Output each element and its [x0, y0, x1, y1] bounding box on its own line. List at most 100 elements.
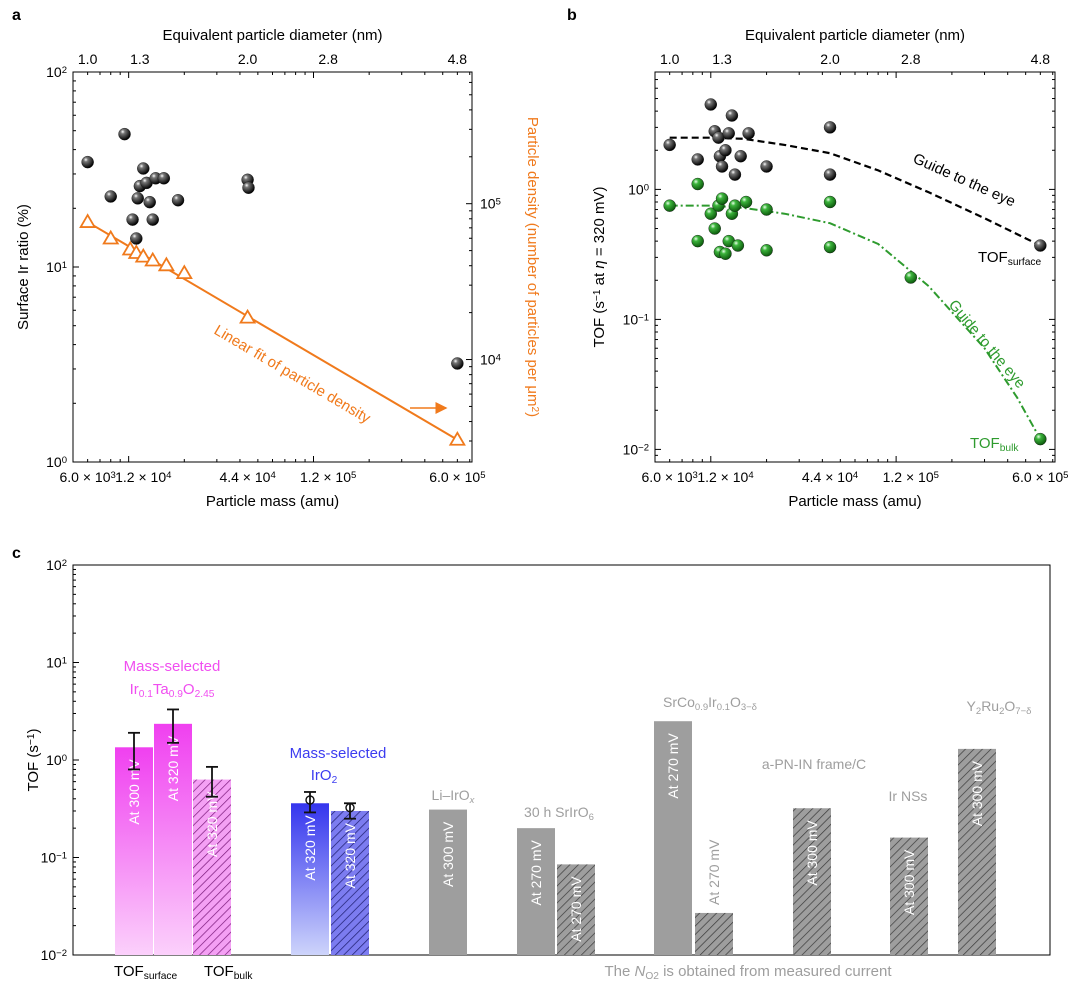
tof-bulk-point — [663, 199, 676, 212]
y-axis-label: TOF (s−1) — [25, 728, 42, 791]
ir-ratio-point — [157, 172, 171, 185]
tof-surface-point — [760, 160, 773, 173]
density-marker — [175, 264, 193, 280]
tof-surface-point — [691, 153, 704, 166]
tof-bulk-point — [739, 195, 753, 209]
bar — [291, 803, 329, 955]
tof-bulk-point — [715, 192, 729, 205]
bar — [557, 864, 595, 955]
tof-bulk-point — [691, 177, 704, 191]
bar — [695, 912, 733, 955]
x2-tick-label: 4.8 — [448, 51, 468, 67]
tof-bulk-point — [1034, 432, 1047, 446]
label-y2ru: Y2Ru2O7−δ — [967, 698, 1032, 717]
tof-bulk-label: TOFbulk — [970, 435, 1019, 454]
y-tick-label: 101 — [46, 655, 67, 671]
bar — [429, 809, 467, 955]
fit-label: Linear fit of particle density — [211, 322, 374, 427]
x-tick-label: 6.0 × 103 — [642, 469, 698, 485]
y-tick-label: 100 — [46, 454, 67, 470]
x2-tick-label: 1.0 — [78, 51, 98, 67]
tof-bulk-point — [904, 271, 917, 284]
bar-label: At 300 mV — [901, 849, 917, 915]
tof-surface-point — [719, 144, 732, 157]
ir-ratio-point — [126, 213, 139, 226]
ir-ratio-point — [171, 194, 185, 207]
guide-line-bulk — [669, 204, 1042, 440]
bar-label: At 270 mV — [528, 839, 544, 905]
bar-label: At 300 mV — [126, 759, 142, 825]
x2-axis-label: Equivalent particle diameter (nm) — [162, 27, 382, 44]
bar-label: At 270 mV — [706, 839, 722, 905]
plot-frame — [72, 71, 473, 463]
tof-bulk-point — [708, 222, 721, 235]
y2-tick-label: 104 — [480, 352, 502, 368]
guide-label-surface: Guide to the eye — [910, 150, 1017, 210]
label-note: The NO2 is obtained from measured curren… — [604, 963, 892, 982]
y-tick-label: 100 — [628, 181, 649, 197]
tof-surface-point — [663, 138, 676, 152]
x2-tick-label: 1.3 — [712, 51, 732, 67]
ir-ratio-point — [130, 232, 143, 245]
bar — [793, 808, 831, 955]
tof-surface-point — [704, 98, 717, 111]
panel-a-chart: 6.0 × 103 1.2 × 104 4.4 × 104 1.2 × 105 6.0 … — [15, 27, 541, 510]
bar — [958, 748, 996, 955]
x2-tick-label: 4.8 — [1031, 51, 1051, 67]
tof-surface-point — [722, 127, 735, 140]
tof-bulk-point — [719, 247, 732, 260]
bar — [154, 723, 192, 955]
tof-surface-label: TOFsurface — [978, 249, 1041, 268]
bar-label: At 320 mV — [342, 822, 358, 888]
y-tick-label: 10−1 — [41, 850, 67, 866]
bar-label: At 270 mV — [568, 876, 584, 942]
panel-c-chart: 10−2 10−1 100 101 102 TOF (s−1) At 300 mV At 32… — [25, 557, 1051, 982]
panel-label-b: b — [567, 7, 577, 24]
label-srco: SrCo0.9Ir0.1O3−δ — [663, 694, 757, 713]
label-srir: 30 h SrIrO6 — [524, 804, 594, 823]
bar-label: At 270 mV — [665, 733, 681, 799]
bar — [654, 721, 692, 955]
panel-label-a: a — [12, 7, 21, 24]
tof-surface-point — [1034, 239, 1047, 252]
error-marker — [345, 803, 355, 813]
tof-surface-point — [823, 168, 837, 181]
error-marker — [305, 795, 315, 805]
y-axis-label: TOF (s−1 at η = 320 mV) — [591, 187, 608, 348]
ir-ratio-point — [242, 181, 255, 194]
bar — [890, 837, 928, 955]
tof-bulk-point — [823, 195, 837, 209]
tof-surface-point — [742, 127, 755, 140]
density-marker — [144, 251, 162, 267]
x2-axis-label: Equivalent particle diameter (nm) — [745, 27, 965, 44]
panel-label-c: c — [12, 545, 21, 562]
bar — [517, 828, 555, 955]
x2-tick-label: 2.8 — [901, 51, 921, 67]
y2-axis-label: Particle density (number of particles pe… — [524, 117, 541, 417]
tof-bulk-point — [691, 234, 704, 248]
x2-tick-label: 1.3 — [130, 51, 150, 67]
ir-ratio-point — [118, 127, 131, 141]
density-marker — [102, 229, 120, 245]
tof-bulk-point — [823, 240, 837, 254]
bar-label: At 320 mV — [204, 791, 220, 857]
x-tick-label: 1.2 × 105 — [300, 469, 356, 485]
y-tick-label: 10−2 — [41, 947, 67, 963]
guide-label-bulk: Guide to the eye — [945, 297, 1029, 392]
label-irns: Ir NSs — [889, 788, 928, 804]
label-ir-ta-title: Mass-selected — [124, 658, 221, 675]
label-apn: a-PN-IN frame/C — [762, 756, 866, 772]
density-marker — [79, 213, 97, 228]
bar-label: At 300 mV — [969, 760, 985, 826]
tof-bulk-point — [760, 244, 773, 257]
density-marker — [157, 256, 175, 272]
tof-surface-point — [823, 121, 837, 134]
label-li-iro: Li–IrOx — [432, 787, 476, 806]
x-tick-label: 1.2 × 104 — [697, 469, 754, 485]
y-tick-label: 102 — [46, 64, 67, 80]
x-axis-label: Particle mass (amu) — [788, 493, 921, 510]
x2-tick-label: 2.0 — [820, 51, 840, 67]
y-tick-label: 10−1 — [623, 311, 649, 327]
density-marker — [239, 308, 257, 324]
